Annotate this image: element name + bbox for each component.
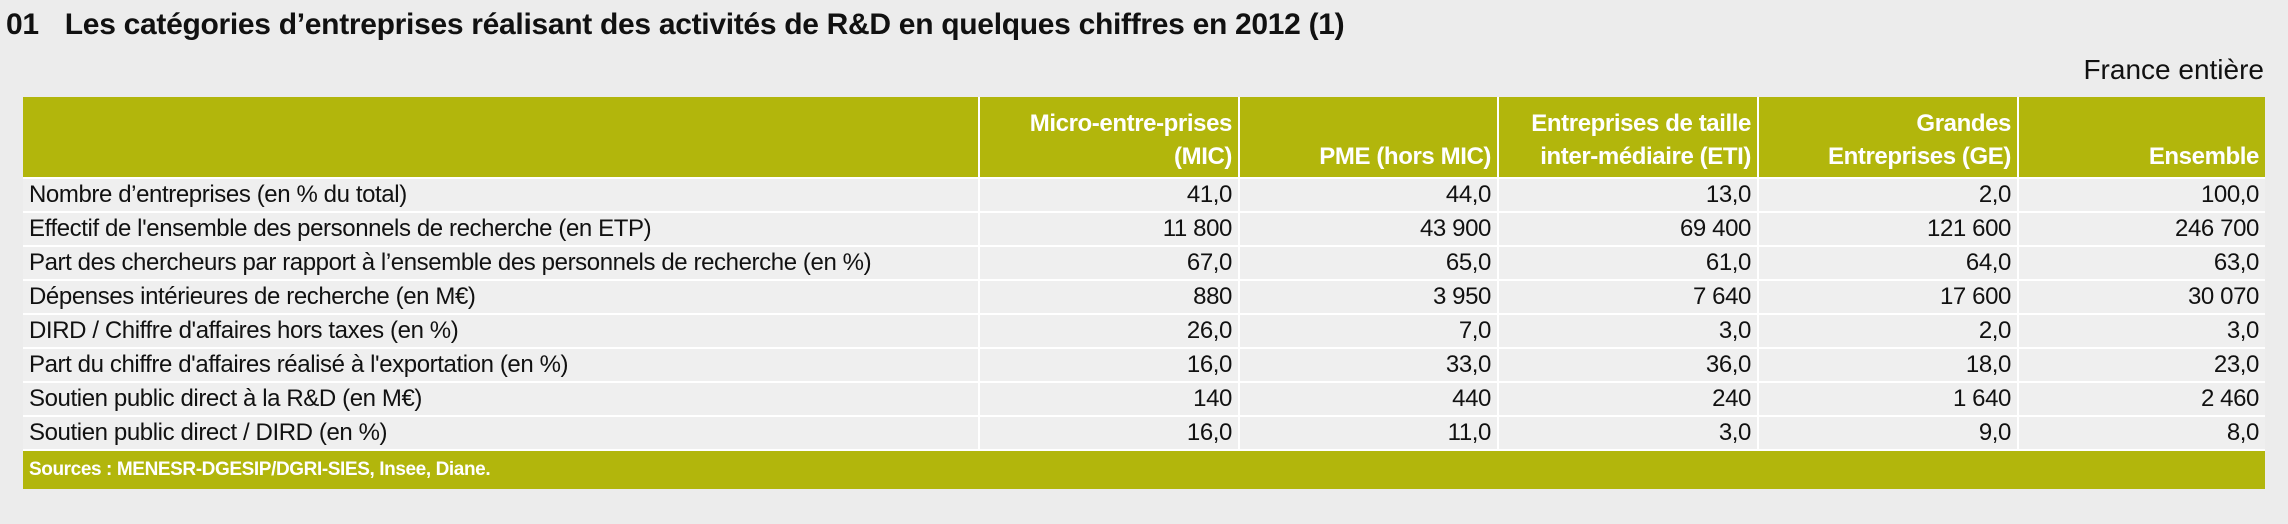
value-cell: 2 460 <box>2017 381 2265 416</box>
value-cell: 1 640 <box>1757 381 2018 416</box>
value-cell: 26,0 <box>978 313 1239 348</box>
value-cell: 7 640 <box>1497 279 1758 314</box>
value-cell: 44,0 <box>1238 177 1498 212</box>
value-cell: 246 700 <box>2017 211 2265 246</box>
value-cell: 3 950 <box>1238 279 1498 314</box>
value-cell: 13,0 <box>1497 177 1758 212</box>
header-cell <box>23 97 979 178</box>
value-cell: 69 400 <box>1497 211 1758 246</box>
value-cell: 63,0 <box>2017 245 2265 280</box>
row-label: Soutien public direct / DIRD (en %) <box>23 415 979 450</box>
value-cell: 2,0 <box>1757 313 2018 348</box>
row-label: DIRD / Chiffre d'affaires hors taxes (en… <box>23 313 979 348</box>
header-line: Ensemble <box>2148 143 2260 170</box>
data-table: Micro-entre-prises (MIC) PME (hors MIC) Ent… <box>23 97 2265 489</box>
row-label: Nombre d’entreprises (en % du total) <box>23 177 979 212</box>
value-cell: 61,0 <box>1497 245 1758 280</box>
value-cell: 11 800 <box>978 211 1239 246</box>
value-cell: 33,0 <box>1238 347 1498 382</box>
row-label: Part du chiffre d'affaires réalisé à l'e… <box>23 347 979 382</box>
value-cell: 65,0 <box>1238 245 1498 280</box>
value-cell: 9,0 <box>1757 415 2018 450</box>
value-cell: 140 <box>978 381 1239 416</box>
source: Sources : MENESR-DGESIP/DGRI-SIES, Insee… <box>23 449 2265 489</box>
table-row: Nombre d’entreprises (en % du total) 41,0… <box>23 177 2265 212</box>
header-cell: PME (hors MIC) <box>1238 97 1498 178</box>
value-cell: 16,0 <box>978 415 1239 450</box>
value-cell: 3,0 <box>1497 415 1758 450</box>
header-row: Micro-entre-prises (MIC) PME (hors MIC) Ent… <box>23 97 2265 178</box>
value-cell: 880 <box>978 279 1239 314</box>
figure-number: 01 <box>6 8 39 41</box>
title-block: 01 Les catégories d’entreprises réalisant… <box>6 8 1345 42</box>
table-row: Dépenses intérieures de recherche (en M€… <box>23 279 2265 314</box>
header-cell: Ensemble <box>2017 97 2265 178</box>
value-cell: 121 600 <box>1757 211 2018 246</box>
header-line: Grandes <box>1916 110 2011 137</box>
source-row: Sources : MENESR-DGESIP/DGRI-SIES, Insee… <box>23 449 2265 489</box>
header-line: Entreprises (GE) <box>1828 143 2011 170</box>
value-cell: 67,0 <box>978 245 1239 280</box>
scope: France entière <box>2083 54 2264 85</box>
table-row: Part du chiffre d'affaires réalisé à l'e… <box>23 347 2265 382</box>
value-cell: 16,0 <box>978 347 1239 382</box>
row-label: Part des chercheurs par rapport à l’ense… <box>23 245 979 280</box>
row-label: Dépenses intérieures de recherche (en M€… <box>23 279 979 314</box>
header-line: (MIC) <box>1174 143 1232 170</box>
row-label: Soutien public direct à la R&D (en M€) <box>23 381 979 416</box>
value-cell: 64,0 <box>1757 245 2018 280</box>
header-cell: Grandes Entreprises (GE) <box>1757 97 2018 178</box>
value-cell: 18,0 <box>1757 347 2018 382</box>
value-cell: 3,0 <box>2017 313 2265 348</box>
value-cell: 36,0 <box>1497 347 1758 382</box>
value-cell: 3,0 <box>1497 313 1758 348</box>
header-cell: Entreprises de taille inter-médiaire (ETI… <box>1497 97 1758 178</box>
header-line: Micro-entre-prises <box>1029 110 1233 137</box>
table-row: Soutien public direct à la R&D (en M€) 14… <box>23 381 2265 416</box>
value-cell: 240 <box>1497 381 1758 416</box>
value-cell: 8,0 <box>2017 415 2265 450</box>
header-line: inter-médiaire (ETI) <box>1540 143 1751 170</box>
table-row: Effectif de l'ensemble des personnels de… <box>23 211 2265 246</box>
value-cell: 17 600 <box>1757 279 2018 314</box>
title: Les catégories d’entreprises réalisant d… <box>64 8 1345 41</box>
value-cell: 7,0 <box>1238 313 1498 348</box>
value-cell: 23,0 <box>2017 347 2265 382</box>
header-line: PME (hors MIC) <box>1319 143 1491 170</box>
table-row: Part des chercheurs par rapport à l’ense… <box>23 245 2265 280</box>
value-cell: 100,0 <box>2017 177 2265 212</box>
header-cell: Micro-entre-prises (MIC) <box>978 97 1239 178</box>
value-cell: 2,0 <box>1757 177 2018 212</box>
header-line: Entreprises de taille <box>1531 110 1751 137</box>
value-cell: 30 070 <box>2017 279 2265 314</box>
value-cell: 43 900 <box>1238 211 1498 246</box>
table-row: DIRD / Chiffre d'affaires hors taxes (en… <box>23 313 2265 348</box>
table-row: Soutien public direct / DIRD (en %) 16,0 1… <box>23 415 2265 450</box>
value-cell: 11,0 <box>1238 415 1498 450</box>
value-cell: 41,0 <box>978 177 1239 212</box>
value-cell: 440 <box>1238 381 1498 416</box>
row-label: Effectif de l'ensemble des personnels de… <box>23 211 979 246</box>
